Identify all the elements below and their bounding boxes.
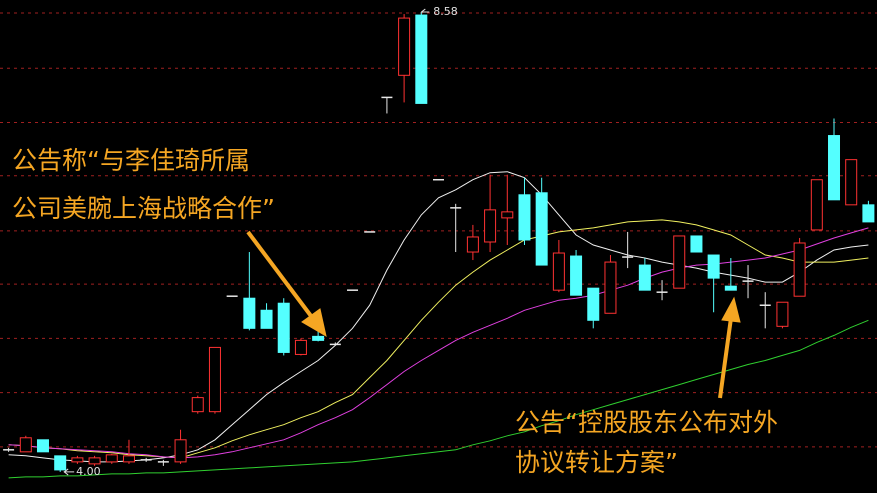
annotation-line: 公告称“与李佳琦所属 [12,146,250,175]
candle-body [604,261,617,314]
candle-body [398,17,411,76]
arrow-head [721,296,741,323]
candle-body [19,437,32,453]
arrow-shaft [246,230,316,322]
moving-average-line [8,171,869,463]
candle-body [690,235,703,253]
candle-body [105,454,118,463]
candle-body [793,242,806,297]
candle-body [54,455,67,471]
candle-body [36,439,49,453]
arrow-head [301,308,327,338]
candle-body [415,14,428,104]
candle-body [552,252,565,291]
moving-average-line [8,219,869,459]
candle-body [776,301,789,327]
annotation-line: 公告“控股股东公布对外 [515,408,778,437]
candle-body [587,287,600,321]
candle-body [518,194,531,241]
candle-body [501,211,514,219]
candle-body [312,335,325,341]
candle-body [862,204,875,223]
candle-body [88,457,101,465]
annotation-line: 协议转让方案” [515,448,678,477]
arrow-shaft [718,317,733,399]
candle-body [724,285,737,291]
candle-body [174,439,187,463]
candle-body [570,255,583,296]
low-pointer [63,468,75,476]
candle-body [810,179,823,231]
annotation-line: 公司美腕上海战略合作” [12,194,275,223]
moving-average-line [8,227,869,459]
high-label: 8.58 [433,5,458,18]
candle-body [294,339,307,355]
high-pointer [421,8,430,13]
candle-body [277,302,290,353]
candle-body [71,457,84,463]
candle-body [707,254,720,279]
candle-body [535,192,548,266]
low-label: 4.00 [76,465,101,478]
candle-body [260,309,273,329]
candle-body [673,235,686,289]
candle-body [828,135,841,201]
candle-body [122,455,135,463]
candle-body [466,236,479,253]
candle-body [638,264,651,291]
arrows [246,230,741,399]
candle-body [243,297,256,329]
candle-body [191,397,204,413]
candle-body [845,159,858,206]
candle-body [208,346,221,413]
candle-body [484,209,497,243]
